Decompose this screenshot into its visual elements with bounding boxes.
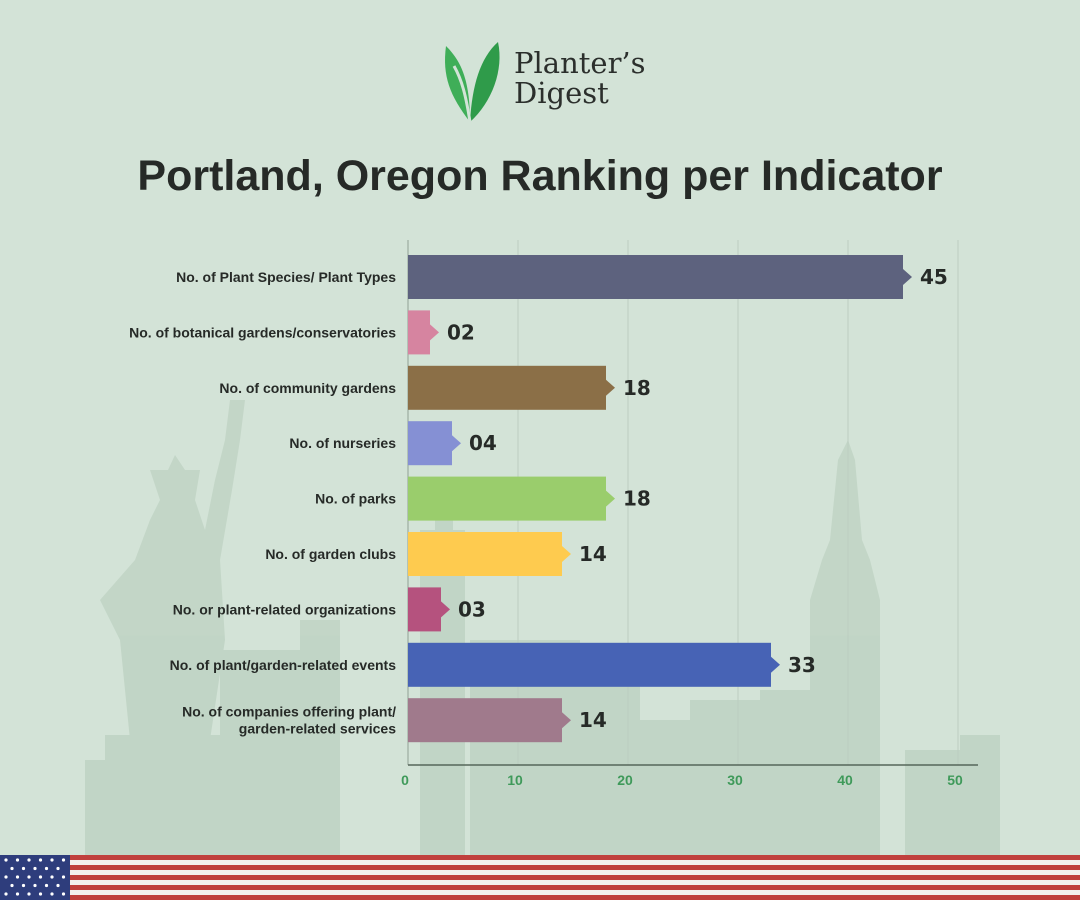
category-label: No. of Plant Species/ Plant Types — [176, 269, 396, 285]
flag-star — [38, 858, 43, 862]
flag-star — [4, 875, 8, 879]
bar — [408, 532, 562, 576]
flag-star — [61, 892, 66, 896]
x-tick-label: 30 — [727, 772, 743, 788]
x-tick-label: 20 — [617, 772, 633, 788]
bar — [408, 642, 771, 687]
flag-star — [38, 892, 43, 896]
bar-pointer — [771, 656, 780, 673]
brand-name-line2: Digest — [514, 76, 609, 110]
flag-star — [15, 892, 20, 896]
flag-star — [15, 858, 20, 862]
brand-name-line1: Planter’s — [514, 46, 646, 80]
x-tick-label: 0 — [401, 772, 409, 788]
flag-star — [27, 858, 31, 862]
data-label: 33 — [788, 653, 816, 677]
bar-pointer — [430, 324, 439, 341]
x-tick-label: 10 — [507, 772, 523, 788]
x-tick-label: 50 — [947, 772, 963, 788]
bar — [408, 255, 903, 299]
category-label: No. of garden clubs — [265, 546, 396, 562]
bar — [408, 421, 452, 466]
bar-pointer — [903, 269, 912, 285]
flag-star — [50, 875, 54, 879]
data-label: 45 — [920, 265, 948, 289]
flag-star — [33, 883, 37, 888]
flag-star — [56, 866, 60, 871]
bar-pointer — [606, 490, 615, 507]
us-flag-icon — [0, 855, 1080, 900]
bar — [408, 698, 562, 743]
flag-star — [15, 875, 20, 879]
bar-pointer — [562, 712, 571, 729]
bar-pointer — [562, 546, 571, 562]
data-label: 18 — [623, 487, 651, 511]
flag-star — [27, 875, 31, 879]
x-tick-label: 40 — [837, 772, 853, 788]
category-label: garden-related services — [239, 721, 396, 737]
data-label: 02 — [447, 320, 475, 344]
flag-star — [10, 883, 14, 888]
category-label: No. or plant-related organizations — [173, 601, 396, 617]
data-label: 14 — [579, 708, 607, 732]
flag-star — [50, 858, 54, 862]
flag-star — [44, 866, 49, 871]
category-label: No. of community gardens — [219, 380, 396, 396]
data-label: 04 — [469, 431, 497, 455]
data-label: 03 — [458, 597, 486, 621]
flag-star — [10, 866, 14, 871]
category-label: No. of companies offering plant/ — [182, 704, 396, 720]
bar — [408, 310, 430, 355]
bar-pointer — [441, 601, 450, 618]
category-label: No. of botanical gardens/conservatories — [129, 324, 396, 340]
category-label: No. of plant/garden-related events — [170, 657, 397, 673]
flag-star — [21, 883, 26, 888]
flag-star — [56, 883, 60, 888]
flag-star — [50, 892, 54, 896]
category-label: No. of parks — [315, 491, 396, 507]
bar — [408, 365, 606, 410]
flag-star — [27, 892, 31, 896]
flag-star — [61, 858, 66, 862]
flag-star — [33, 866, 37, 871]
leaf-sprout-icon — [445, 42, 500, 123]
bar — [408, 476, 606, 521]
flag-star — [4, 858, 8, 862]
category-label: No. of nurseries — [289, 435, 396, 451]
bar-pointer — [606, 379, 615, 396]
flag-star — [38, 875, 43, 879]
page-title: Portland, Oregon Ranking per Indicator — [137, 152, 943, 200]
bar — [408, 587, 441, 632]
flag-star — [44, 883, 49, 888]
data-label: 14 — [579, 542, 607, 566]
bar-pointer — [452, 435, 461, 452]
flag-star — [4, 892, 8, 896]
flag-star — [61, 875, 66, 879]
data-label: 18 — [623, 376, 651, 400]
flag-star — [21, 866, 26, 871]
